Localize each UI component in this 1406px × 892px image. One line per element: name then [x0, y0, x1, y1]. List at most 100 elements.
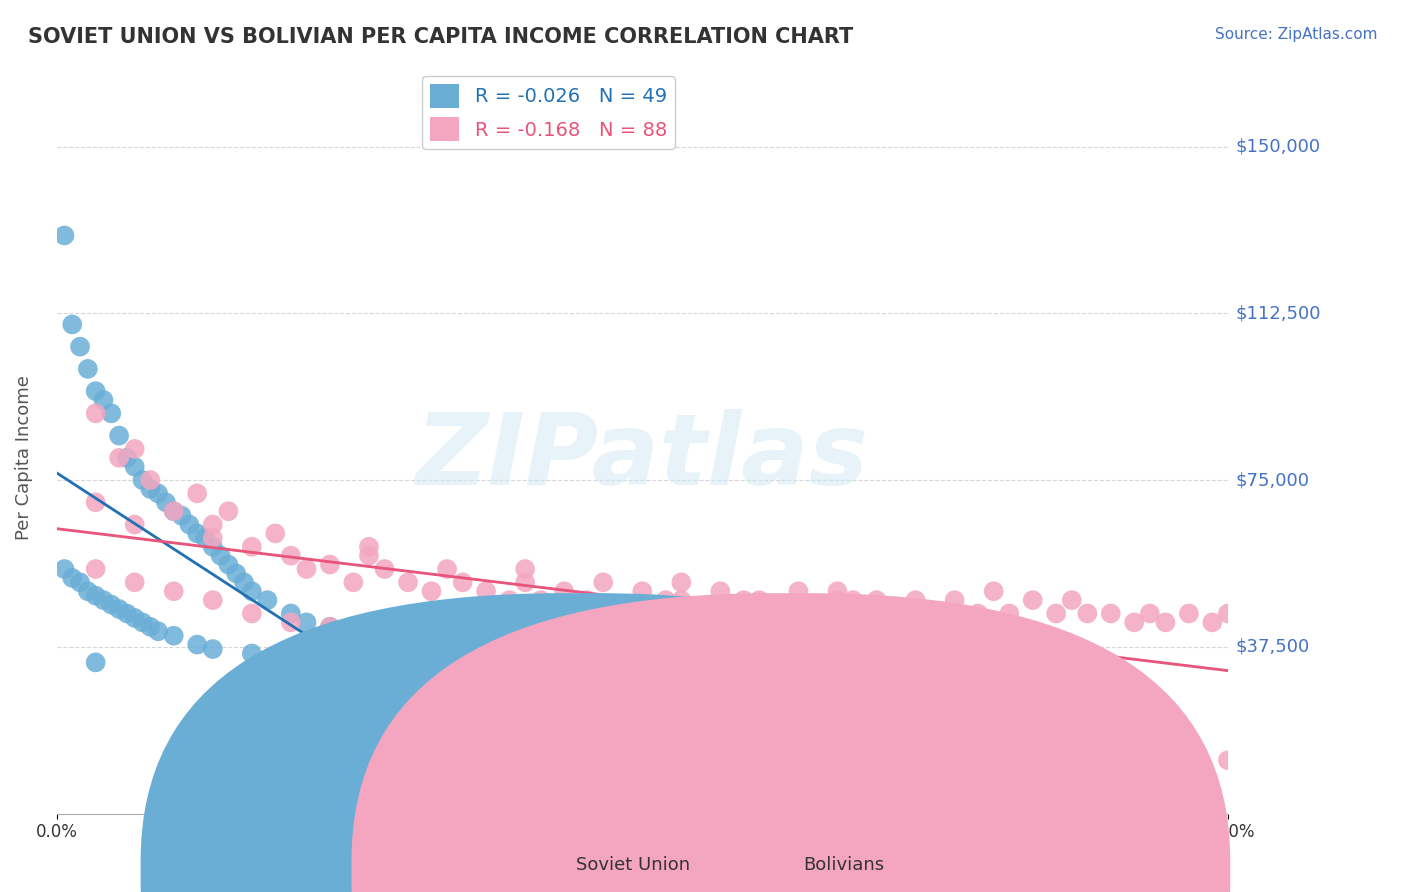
Point [146, 624, 169, 639]
Point [295, 615, 318, 630]
Point [943, 593, 966, 607]
Point [530, 593, 553, 607]
Point [163, 629, 186, 643]
Point [787, 584, 810, 599]
Point [186, 486, 208, 500]
Point [319, 620, 342, 634]
Point [124, 517, 146, 532]
Point [76, 362, 98, 376]
Point [904, 593, 927, 607]
Point [115, 607, 138, 621]
Point [217, 558, 239, 572]
Point [498, 593, 520, 607]
Text: $112,500: $112,500 [1236, 304, 1322, 322]
Point [1178, 607, 1201, 621]
Point [983, 708, 1005, 723]
Point [983, 584, 1005, 599]
Legend: R = -0.026   N = 49, R = -0.168   N = 88: R = -0.026 N = 49, R = -0.168 N = 88 [422, 76, 675, 149]
Point [827, 695, 849, 709]
Point [163, 504, 186, 518]
Point [654, 593, 676, 607]
Point [139, 482, 162, 496]
Point [280, 607, 302, 621]
Point [84, 562, 107, 576]
Point [240, 540, 263, 554]
Point [53, 562, 76, 576]
Point [108, 602, 131, 616]
Point [513, 562, 536, 576]
Point [280, 651, 302, 665]
Point [631, 584, 654, 599]
Point [69, 340, 91, 354]
Point [576, 593, 599, 607]
Point [84, 495, 107, 509]
Point [607, 607, 630, 621]
Point [811, 607, 834, 621]
Point [108, 450, 131, 465]
Point [319, 558, 342, 572]
Point [1060, 726, 1083, 740]
Point [865, 593, 887, 607]
Point [1099, 607, 1122, 621]
Point [194, 531, 217, 545]
Point [163, 584, 186, 599]
Point [904, 708, 927, 723]
Point [93, 392, 115, 407]
Point [186, 526, 208, 541]
Point [139, 620, 162, 634]
Point [233, 575, 256, 590]
Point [671, 673, 693, 688]
Point [60, 571, 83, 585]
Point [513, 575, 536, 590]
Point [842, 593, 865, 607]
Point [827, 584, 849, 599]
Text: SOVIET UNION VS BOLIVIAN PER CAPITA INCOME CORRELATION CHART: SOVIET UNION VS BOLIVIAN PER CAPITA INCO… [28, 27, 853, 46]
Text: ZIPatlas: ZIPatlas [416, 409, 869, 507]
Point [139, 473, 162, 487]
Point [357, 629, 380, 643]
Point [264, 526, 287, 541]
Point [592, 660, 614, 674]
Point [1123, 615, 1146, 630]
Point [319, 620, 342, 634]
Text: Source: ZipAtlas.com: Source: ZipAtlas.com [1215, 27, 1378, 42]
Point [240, 607, 263, 621]
Point [146, 486, 169, 500]
Point [686, 607, 709, 621]
Point [170, 508, 193, 523]
Point [100, 406, 122, 420]
Point [225, 566, 247, 581]
Point [983, 717, 1005, 731]
Point [357, 629, 380, 643]
Point [76, 584, 98, 599]
Point [295, 562, 318, 576]
Text: $75,000: $75,000 [1236, 471, 1310, 489]
Point [967, 607, 990, 621]
Point [889, 607, 911, 621]
Point [396, 575, 419, 590]
Point [436, 638, 458, 652]
Point [201, 642, 224, 657]
Point [1154, 615, 1177, 630]
Point [209, 549, 232, 563]
Point [827, 593, 849, 607]
Point [998, 607, 1021, 621]
Point [748, 682, 770, 697]
Point [108, 428, 131, 442]
Point [69, 575, 91, 590]
Y-axis label: Per Capita Income: Per Capita Income [15, 376, 32, 541]
Point [342, 575, 364, 590]
Text: $150,000: $150,000 [1236, 137, 1320, 155]
Text: $37,500: $37,500 [1236, 638, 1310, 656]
Text: Bolivians: Bolivians [803, 856, 884, 874]
Point [763, 607, 786, 621]
Point [163, 504, 186, 518]
Point [451, 575, 474, 590]
Point [475, 584, 498, 599]
Point [179, 517, 201, 532]
Point [1022, 593, 1045, 607]
Point [671, 575, 693, 590]
Point [124, 459, 146, 474]
Point [84, 384, 107, 398]
Point [201, 593, 224, 607]
